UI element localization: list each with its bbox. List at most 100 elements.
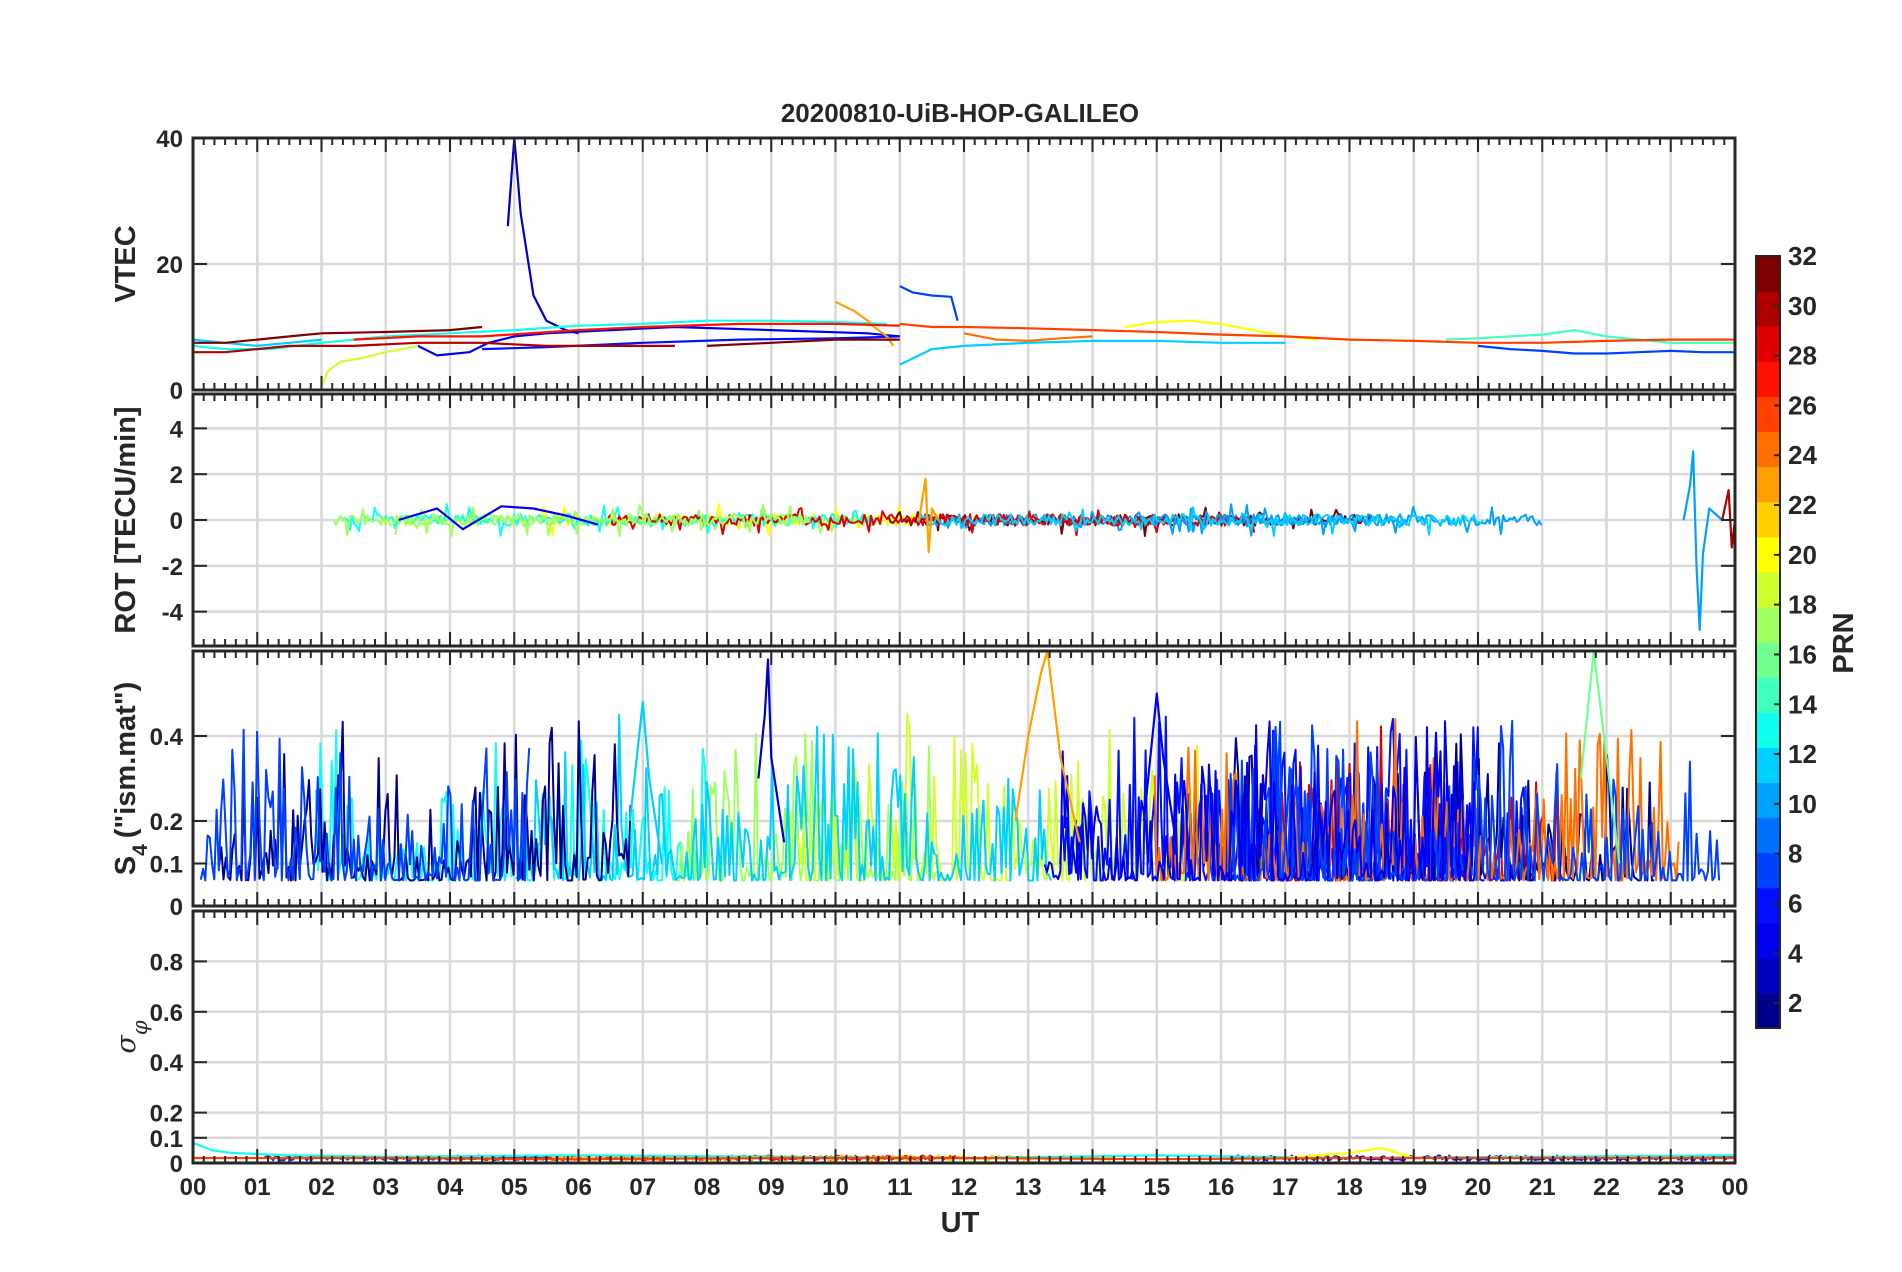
x-tick-label: 09 [758, 1174, 785, 1201]
noise-trace [199, 728, 531, 882]
x-tick-label: 16 [1208, 1174, 1235, 1201]
panel-4: 00.10.2 0.4 0.6 0.8 σφ [111, 909, 1737, 1178]
colorbar-segment [1756, 852, 1780, 889]
x-tick-label: 13 [1015, 1174, 1042, 1201]
x-axis: 00 01 02 03 04 05 06 07 08 09 10 11 12 13 14 15 16 17 18 19… [180, 1174, 1749, 1201]
series-line-prn-4 [398, 505, 599, 531]
colorbar-segment [1756, 571, 1780, 608]
y-tick-label: 0.2 [150, 809, 183, 836]
colorbar-segment [1756, 361, 1780, 397]
colorbar-segment [1756, 466, 1780, 503]
colorbar-segment [1756, 642, 1780, 678]
y-tick-label: 0 [170, 894, 183, 921]
y-ticks: -4 -2 0 2 4 [162, 416, 1735, 627]
series-line-prn-18 [320, 344, 419, 388]
y-ticks: 0 20 40 [156, 126, 1735, 405]
panel-3: 0 0.1 0.2 0.4S4("ism.mat") [110, 649, 1737, 921]
y-tick-label: 2 [170, 462, 183, 489]
x-tick-label: 20 [1465, 1174, 1492, 1201]
colorbar-tick-label: 4 [1788, 938, 1803, 968]
series-group [193, 138, 1735, 388]
x-tick-label: 08 [694, 1174, 721, 1201]
noise-trace [1223, 719, 1721, 882]
y-ticks: 00.10.2 0.4 0.6 0.8 [150, 949, 1735, 1178]
y-tick-label: 0 [170, 508, 183, 535]
colorbar-tick-label: 20 [1788, 540, 1817, 570]
noise-trace [1133, 503, 1543, 537]
chart-title: 20200810-UiB-HOP-GALILEO [781, 98, 1139, 128]
y-tick-label: -4 [162, 600, 184, 627]
y-tick-label: 40 [156, 126, 183, 153]
series-line-prn-26 [899, 322, 1735, 344]
y-axis-label: ROT [TECU/min] [110, 406, 142, 633]
x-tick-label: 07 [629, 1174, 656, 1201]
colorbar-segment [1756, 501, 1780, 538]
noise-trace [674, 732, 942, 882]
y-tick-label: 0.1 [150, 852, 183, 879]
noise-trace [332, 503, 812, 537]
x-tick-label: 10 [822, 1174, 849, 1201]
y-tick-label: 0.6 [150, 1000, 183, 1027]
colorbar-tick-label: 30 [1788, 291, 1817, 321]
colorbar-segment [1756, 712, 1780, 748]
y-tick-label: 4 [170, 416, 184, 443]
y-tick-label: 0.8 [150, 949, 183, 976]
colorbar-tick-label: 24 [1788, 440, 1817, 470]
series-line-prn-30 [193, 341, 675, 354]
y-axis-label: VTEC [110, 225, 142, 302]
grid [193, 911, 1735, 1163]
colorbar-segment [1756, 887, 1780, 924]
x-tick-label: 03 [372, 1174, 399, 1201]
x-tick-label: 21 [1529, 1174, 1556, 1201]
x-tick-label: 19 [1400, 1174, 1427, 1201]
series-line-prn-11 [628, 700, 664, 864]
x-tick-label: 01 [244, 1174, 271, 1201]
colorbar-segment [1756, 817, 1780, 854]
colorbar-tick-label: 12 [1788, 739, 1817, 769]
y-tick-label: 0.1 [150, 1126, 183, 1153]
x-tick-label: 12 [951, 1174, 978, 1201]
colorbar-tick-label: 26 [1788, 390, 1817, 420]
noise-trace [917, 506, 1484, 537]
noise-trace [515, 713, 1052, 882]
x-tick-label: 00 [1722, 1174, 1749, 1201]
series-line-prn-13 [193, 319, 887, 351]
y-tick-label: 0.4 [150, 724, 184, 751]
colorbar-tick-label: 14 [1788, 689, 1817, 719]
colorbar-tick-label: 22 [1788, 490, 1817, 520]
colorbar-segment [1756, 606, 1780, 643]
colorbar-tick-label: 28 [1788, 341, 1817, 371]
y-ticks: 0 0.1 0.2 0.4 [150, 724, 1735, 921]
colorbar-tick-label: 8 [1788, 839, 1802, 869]
x-tick-label: 17 [1272, 1174, 1299, 1201]
colorbar-tick-label: 6 [1788, 888, 1802, 918]
colorbar-segment [1756, 782, 1780, 819]
x-tick-label: 06 [565, 1174, 592, 1201]
colorbar-tick-label: 18 [1788, 590, 1817, 620]
colorbar-segment [1756, 992, 1780, 1029]
series-line-prn-23 [917, 477, 940, 554]
series-line-prn-23 [1014, 651, 1081, 843]
noise-traces [199, 713, 1721, 882]
colorbar-tick-label: 32 [1788, 241, 1817, 271]
y-tick-label: -2 [162, 554, 183, 581]
series-group [398, 450, 1735, 632]
series-line-prn-10 [1682, 450, 1723, 632]
x-axis-label: UT [941, 1207, 980, 1239]
series-line-prn-8 [1477, 344, 1735, 355]
x-tick-label: 18 [1336, 1174, 1363, 1201]
y-axis-label: σφ [111, 1020, 152, 1053]
series-line-prn-6 [482, 335, 900, 351]
y-tick-label: 0.2 [150, 1101, 183, 1128]
x-tick-label: 23 [1657, 1174, 1684, 1201]
grid [193, 138, 1735, 390]
series-line-prn-15 [1445, 329, 1735, 344]
colorbar-segment [1756, 677, 1780, 713]
x-ticks [192, 911, 1736, 1163]
series-line-prn-31 [193, 325, 483, 344]
y-tick-label: 0 [170, 1151, 183, 1178]
series-line-prn-27 [353, 322, 900, 341]
